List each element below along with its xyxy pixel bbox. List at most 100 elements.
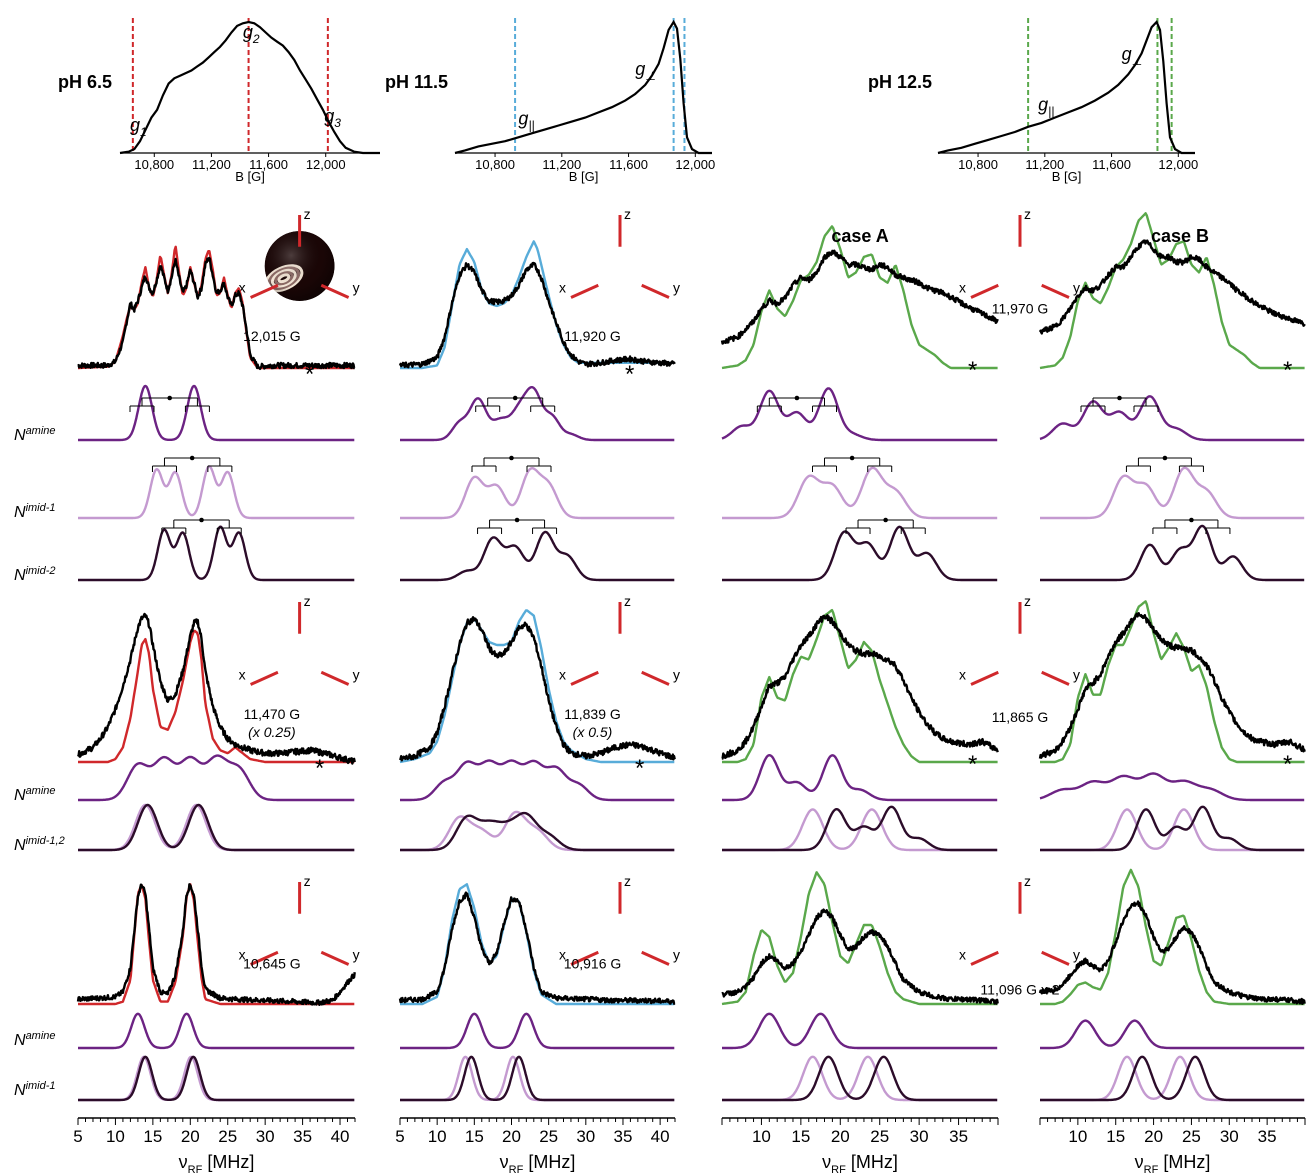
sphere-band [265, 633, 341, 674]
ph-label: pH 6.5 [58, 72, 112, 92]
epr-tick-label: 10,800 [958, 157, 998, 172]
y-axis-label: y [353, 666, 360, 682]
rf-subscript: RF [831, 1164, 846, 1173]
endor-col1-coupling-tree [151, 455, 233, 472]
endor-caseB-component-3 [1039, 524, 1305, 582]
rf-tick-label: 30 [910, 1127, 929, 1146]
nu-symbol: ν [500, 1152, 509, 1172]
g-symbol: g [243, 22, 253, 42]
field-label: 11,470 G [244, 706, 301, 722]
ph-label: pH 12.5 [868, 72, 932, 92]
z-axis-label: z [624, 593, 631, 609]
endor-caseA-simulation [721, 871, 998, 1006]
sphere-band [983, 653, 1057, 668]
epr-spectrum-line [119, 20, 380, 155]
rf-tick-label: 15 [143, 1127, 162, 1146]
orientation-sphere-icon: z x y [559, 206, 680, 299]
endor-col1-component-2 [77, 1055, 355, 1102]
endor-col1-component-1 [77, 754, 355, 802]
y-axis-label: y [673, 946, 680, 962]
endor-caseA-coupling-tree [756, 395, 838, 412]
endor-col1-component-2 [77, 465, 355, 520]
rf-tick-label: 35 [949, 1127, 968, 1146]
epr-tick-label: 11,200 [1025, 157, 1064, 172]
endor-col2-component-1 [399, 386, 675, 442]
epr-axis-label: B [G] [235, 169, 265, 184]
endor-col2-component-1 [399, 759, 675, 802]
g-symbol: g [1122, 44, 1132, 64]
g-value-label: g2 [243, 22, 260, 46]
coordinate-axes-icon: z x y [239, 873, 360, 966]
rf-tick-label: 25 [539, 1127, 558, 1146]
x-axis-line [249, 670, 279, 686]
component-label-amine: Namine [14, 785, 56, 804]
sphere-band [583, 262, 657, 277]
coordinate-axes-icon: z x y [559, 593, 680, 686]
component-label-amine: Namine [14, 1030, 56, 1049]
x-axis-label: x [239, 946, 246, 962]
rf-unit: [MHz] [523, 1152, 575, 1172]
g-symbol: g [635, 59, 645, 79]
y-axis-line [320, 283, 350, 299]
endor-caseB-component-1 [1039, 395, 1305, 442]
rf-unit: [MHz] [1158, 1152, 1210, 1172]
sphere-band [264, 627, 340, 668]
component-label-imid-1,2-superscript: imid-1,2 [26, 835, 65, 847]
sphere-band [983, 270, 1057, 285]
x-axis-label: x [559, 279, 566, 295]
x-axis-label: x [559, 666, 566, 682]
g-subscript: 1 [140, 125, 147, 139]
field-label: 12,015 G [243, 328, 301, 344]
component-label-amine-letter: N [14, 427, 26, 444]
y-axis-label: y [1073, 279, 1080, 295]
rf-tick-label: 10 [1068, 1127, 1087, 1146]
z-axis-label: z [304, 206, 311, 222]
component-label-amine-superscript: amine [26, 1030, 56, 1042]
artifact-star: * [968, 751, 977, 778]
endor-caseA-experiment [720, 249, 999, 345]
endor-col2-component-1 [399, 1012, 675, 1050]
endor-caseA-component-2 [721, 466, 998, 520]
endor-caseB-component-1 [1039, 772, 1305, 802]
endor-row-2-3: 10,916 G [398, 883, 676, 1102]
x-axis-line [249, 950, 279, 966]
component-label-imid-2-superscript: imid-2 [26, 565, 56, 577]
endor-caseB-component-2 [1039, 466, 1305, 520]
component-label-imid-1,2-letter: N [14, 837, 26, 854]
rf-tick-label: 20 [831, 1127, 850, 1146]
endor-caseA-simulation [722, 608, 998, 764]
g-subscript: ⊥ [645, 69, 655, 83]
endor-row-2-1: 11,920 G * [398, 240, 676, 582]
z-axis-label: z [304, 873, 311, 889]
component-label-imid-1-letter: N [14, 1082, 26, 1099]
rf-subscript: RF [1144, 1164, 1159, 1173]
endor-caseA-component-3 [721, 1055, 998, 1102]
orientation-sphere-icon: z x y [559, 873, 680, 966]
endor-col1-experiment [77, 256, 356, 370]
epr-tick-label: 10,800 [134, 157, 174, 172]
endor-col2-component-3 [399, 530, 675, 582]
x-axis-line [970, 283, 999, 299]
rf-axis-title: νRF [MHz] [500, 1152, 576, 1173]
rf-axis-caseB: 10 15 20 25 30 35 νRF [MHz] [1039, 1117, 1306, 1173]
endor-caseA-experiment [721, 614, 999, 760]
field-label: 11,970 G [992, 301, 1049, 317]
x-axis-label: x [959, 279, 966, 295]
y-axis-label: y [1073, 666, 1080, 682]
sphere-band [583, 270, 657, 285]
nu-symbol: ν [1135, 1152, 1144, 1172]
endor-caseB-coupling-tree [1080, 395, 1159, 412]
g-subscript: 3 [334, 116, 341, 130]
epr-tick-label: 12,000 [1158, 157, 1198, 172]
endor-caseA-coupling-tree [845, 517, 926, 534]
sphere-band [583, 266, 657, 281]
endor-row-2-2: 11,839 G (x 0.5) * [398, 609, 676, 852]
epr-tick-label: 11,200 [542, 157, 581, 172]
sphere-shade [264, 231, 335, 301]
case-b-label: case B [1151, 226, 1209, 246]
